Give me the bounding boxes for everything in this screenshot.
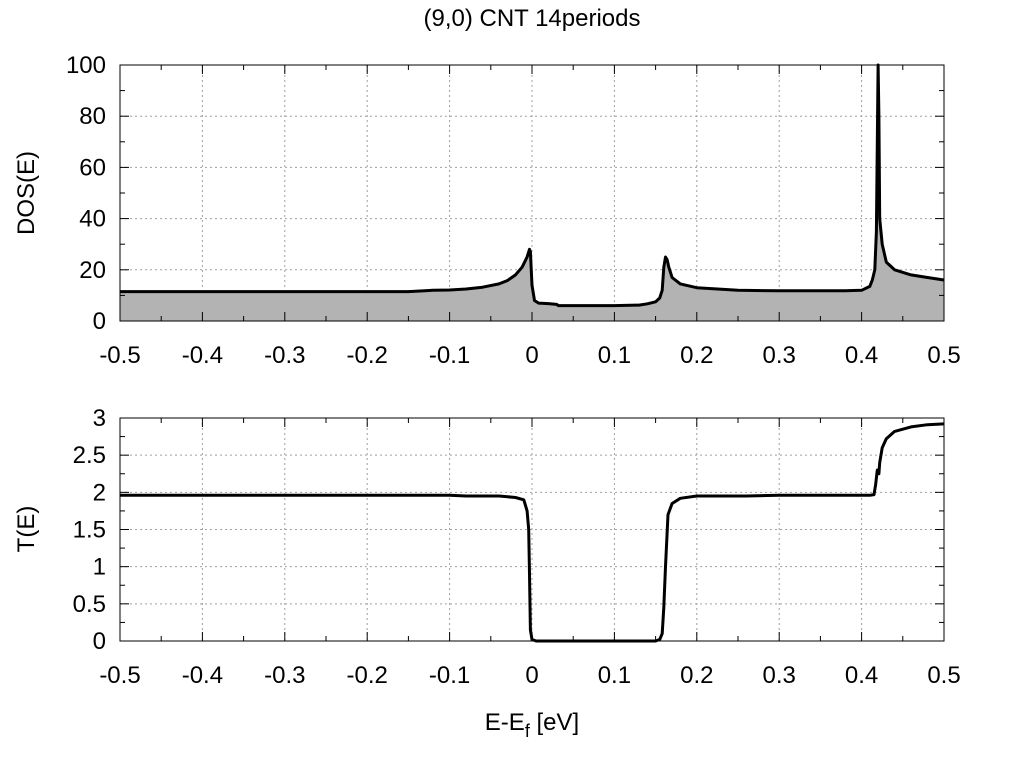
trans-y-tick-label: 1 xyxy=(93,554,106,581)
dos-x-tick-labels: -0.5 -0.4 -0.3 -0.2 -0.1 0 0.1 0.2 0.3 0.4 0.5 xyxy=(99,342,960,369)
transmission-x-tick-labels: -0.5 -0.4 -0.3 -0.2 -0.1 0 0.1 0.2 0.3 0.4 0.5 xyxy=(99,662,960,689)
trans-x-tick-label: 0.1 xyxy=(598,662,631,689)
dos-y-tick-label: 60 xyxy=(79,154,106,181)
x-axis-label-subscript: f xyxy=(525,721,531,741)
trans-x-tick-label: 0.2 xyxy=(680,662,713,689)
transmission-series xyxy=(120,422,945,643)
dos-x-tick-label: -0.2 xyxy=(347,342,388,369)
chart-title: (9,0) CNT 14periods xyxy=(424,5,641,32)
trans-x-tick-label: -0.4 xyxy=(182,662,223,689)
x-axis-label-unit: [eV] xyxy=(530,709,579,736)
dos-x-tick-label: 0 xyxy=(525,342,538,369)
trans-series-line xyxy=(120,422,945,643)
dos-y-tick-label: 100 xyxy=(66,52,106,79)
dos-x-tick-label: 0.5 xyxy=(927,342,960,369)
trans-y-tick-label: 0.5 xyxy=(73,591,106,618)
trans-x-tick-label: -0.5 xyxy=(99,662,140,689)
transmission-ticks xyxy=(119,417,945,642)
dos-y-tick-label: 40 xyxy=(79,206,106,233)
x-axis-label-main: E-E xyxy=(485,709,525,736)
dos-y-tick-label: 0 xyxy=(93,308,106,335)
dos-y-tick-label: 20 xyxy=(79,257,106,284)
trans-x-tick-label: 0.3 xyxy=(763,662,796,689)
dos-series-line xyxy=(120,63,945,308)
trans-x-tick-label: 0.5 xyxy=(927,662,960,689)
trans-y-tick-label: 2.5 xyxy=(73,442,106,469)
trans-y-tick-label: 1.5 xyxy=(73,517,106,544)
trans-x-tick-label: -0.1 xyxy=(429,662,470,689)
transmission-y-axis-label: T(E) xyxy=(13,506,40,553)
trans-y-tick-label: 3 xyxy=(93,405,106,432)
trans-x-tick-label: 0.4 xyxy=(845,662,878,689)
x-axis-label: E-Ef [eV] xyxy=(485,709,579,741)
dos-x-tick-label: 0.4 xyxy=(845,342,878,369)
dos-panel: -0.5 -0.4 -0.3 -0.2 -0.1 0 0.1 0.2 0.3 0.4 0.5 0 20… xyxy=(13,52,961,369)
dos-x-tick-label: -0.1 xyxy=(429,342,470,369)
dos-x-tick-label: -0.4 xyxy=(182,342,223,369)
dos-y-tick-labels: 0 20 40 60 80 100 xyxy=(66,52,106,335)
transmission-grid xyxy=(120,418,944,641)
dos-y-axis-label: DOS(E) xyxy=(13,151,40,235)
dos-series xyxy=(120,63,945,321)
transmission-panel: -0.5 -0.4 -0.3 -0.2 -0.1 0 0.1 0.2 0.3 0.4 0.5 0 0.… xyxy=(13,405,961,689)
trans-y-tick-label: 0 xyxy=(93,628,106,655)
dos-ticks xyxy=(119,64,945,322)
trans-y-tick-label: 2 xyxy=(93,479,106,506)
dos-x-tick-label: -0.3 xyxy=(264,342,305,369)
trans-x-tick-label: -0.2 xyxy=(347,662,388,689)
dos-x-tick-label: 0.2 xyxy=(680,342,713,369)
trans-x-tick-label: -0.3 xyxy=(264,662,305,689)
dos-y-tick-label: 80 xyxy=(79,103,106,130)
dos-x-tick-label: 0.1 xyxy=(598,342,631,369)
dos-x-tick-label: 0.3 xyxy=(763,342,796,369)
trans-x-tick-label: 0 xyxy=(525,662,538,689)
dos-x-tick-label: -0.5 xyxy=(99,342,140,369)
transmission-y-tick-labels: 0 0.5 1 1.5 2 2.5 3 xyxy=(73,405,106,655)
dos-area-fill xyxy=(120,65,944,321)
